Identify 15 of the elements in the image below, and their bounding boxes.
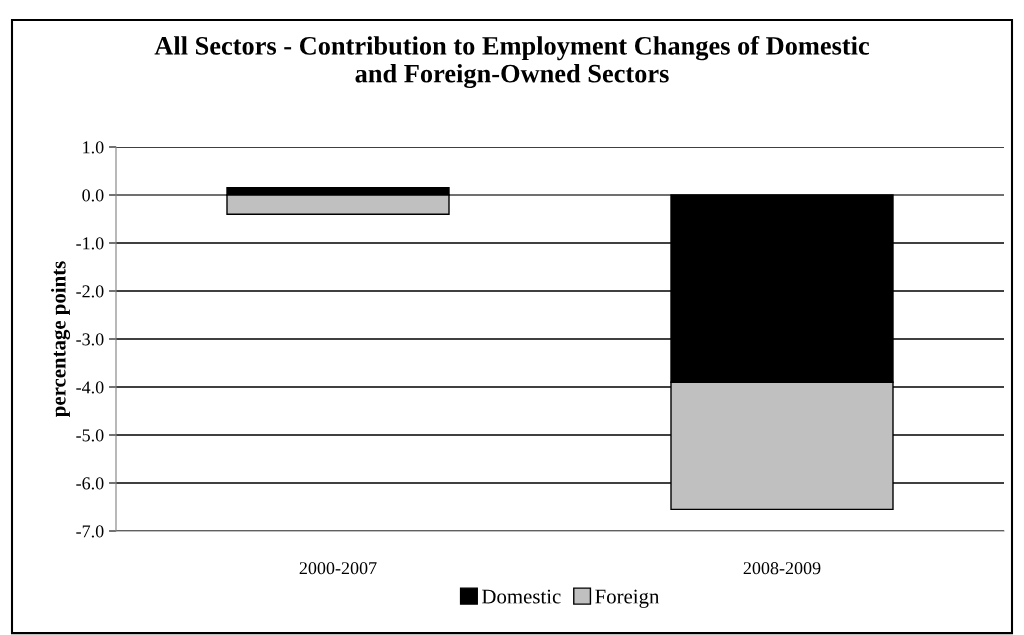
legend-label: Domestic <box>482 589 561 604</box>
y-tick-label: -1.0 <box>76 237 104 250</box>
y-tick-label: -5.0 <box>76 429 104 442</box>
chart-title: All Sectors - Contribution to Employment Changes of Domestic and Foreign-Owned Sectors <box>154 35 870 89</box>
legend-label: Foreign <box>595 589 660 608</box>
y-tick-label: -2.0 <box>76 285 104 298</box>
y-tick-label: 0.0 <box>82 189 104 202</box>
y-tick-label: -6.0 <box>76 477 104 490</box>
y-axis-title: percentage points <box>51 261 71 417</box>
x-tick-label: 2008-2009 <box>743 562 821 575</box>
y-tick-label: 1.0 <box>83 141 104 154</box>
y-tick-label: -7.0 <box>76 525 104 538</box>
y-tick-label: -3.0 <box>76 333 104 346</box>
y-tick-label: -4.0 <box>76 381 104 394</box>
x-tick-label: 2000-2007 <box>299 562 377 575</box>
